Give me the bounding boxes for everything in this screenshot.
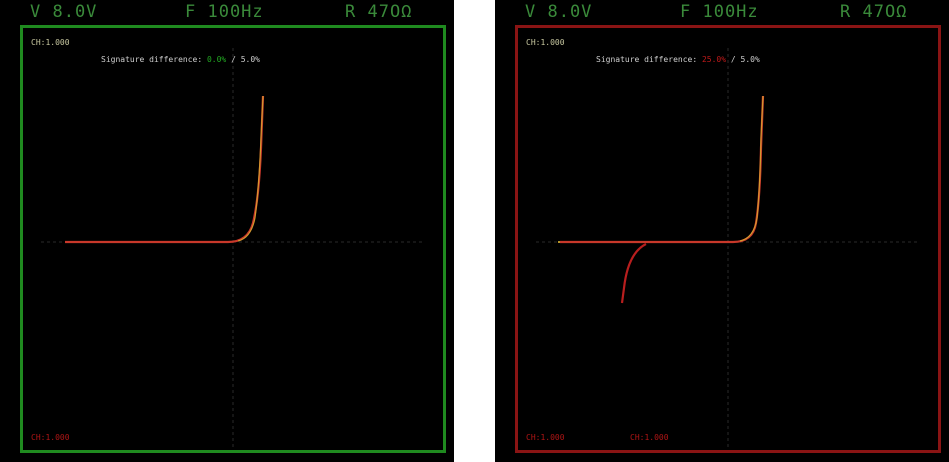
channel-top-label: CH:1.000 (31, 38, 70, 47)
signature-label: Signature difference: (596, 55, 698, 64)
signature-value: 0.0% (206, 55, 227, 64)
voltage-readout: V 8.0V (30, 2, 98, 22)
channel-top-label: CH:1.000 (526, 38, 565, 47)
measurement-header: V 8.0V F 100Hz R 47OΩ (495, 2, 949, 24)
frequency-readout: F 100Hz (680, 2, 759, 22)
iv-trace (560, 95, 765, 244)
curve-trace-panel-test: V 8.0V F 100Hz R 47OΩ CH:1.000 Signature… (495, 0, 949, 462)
signature-difference: Signature difference: 0.0% / 5.0% (101, 55, 260, 64)
iv-trace-highlight (739, 95, 764, 242)
iv-curve-plot (41, 48, 425, 448)
iv-curve-plot (536, 48, 920, 448)
iv-trace-highlight (237, 95, 264, 242)
resistance-readout: R 47OΩ (345, 2, 413, 22)
plot-frame: CH:1.000 Signature difference: 25.0% / 5… (515, 25, 941, 453)
signature-difference: Signature difference: 25.0% / 5.0% (596, 55, 760, 64)
plot-frame: CH:1.000 Signature difference: 0.0% / 5.… (20, 25, 446, 453)
frequency-readout: F 100Hz (185, 2, 264, 22)
signature-limit: / 5.0% (730, 55, 760, 64)
iv-trace-deviation (620, 243, 647, 304)
curve-trace-panel-reference: V 8.0V F 100Hz R 47OΩ CH:1.000 Signature… (0, 0, 454, 462)
channel-bottom-label: CH:1.000 (31, 433, 70, 442)
voltage-readout: V 8.0V (525, 2, 593, 22)
channel-bottom-label: CH:1.000 (526, 433, 565, 442)
resistance-readout: R 47OΩ (840, 2, 908, 22)
channel-bottom-label-2: CH:1.000 (630, 433, 669, 442)
signature-label: Signature difference: (101, 55, 203, 64)
signature-limit: / 5.0% (231, 55, 260, 64)
measurement-header: V 8.0V F 100Hz R 47OΩ (0, 2, 454, 24)
signature-value: 25.0% (701, 55, 727, 64)
